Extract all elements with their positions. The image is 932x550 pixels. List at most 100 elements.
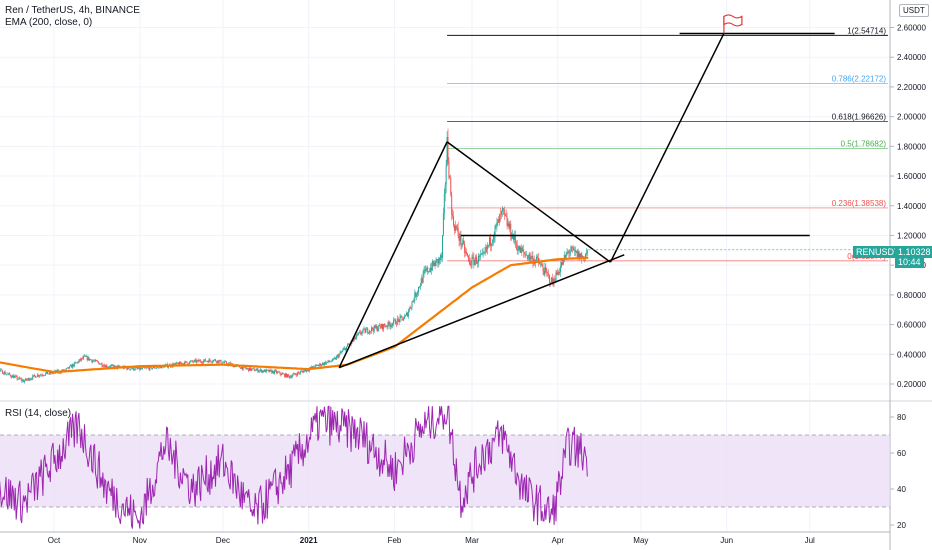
candle (77, 361, 79, 364)
candle (343, 346, 345, 351)
candle (100, 363, 102, 365)
candle-body (556, 272, 558, 275)
candle-body (381, 324, 383, 328)
candle-body (4, 371, 6, 375)
candle-body (567, 251, 569, 253)
candle (510, 220, 512, 241)
candle (228, 361, 230, 364)
candle-body (493, 235, 495, 240)
candle-body (146, 367, 148, 369)
candle (461, 243, 463, 250)
candle-body (544, 267, 546, 275)
candle-body (381, 324, 383, 330)
candle-body (405, 312, 407, 316)
candle (480, 253, 482, 256)
candle (568, 249, 570, 258)
candle (275, 369, 277, 375)
candle (569, 249, 571, 259)
time-tick-label-2: Dec (216, 536, 230, 545)
candle-body (298, 372, 300, 373)
candle (0, 368, 2, 371)
candle (514, 230, 516, 249)
candle (432, 260, 434, 267)
candle-body (85, 356, 87, 357)
candle (40, 374, 42, 376)
candle (575, 250, 577, 254)
candle-body (203, 359, 205, 361)
candle-body (216, 360, 218, 363)
candle (467, 255, 469, 263)
candle (190, 359, 192, 363)
candle (18, 376, 20, 380)
candle-body (537, 258, 539, 262)
candle (359, 329, 361, 336)
candle-body (0, 369, 1, 371)
candle (527, 254, 529, 261)
candle-body (568, 251, 570, 253)
candle-body (480, 254, 482, 255)
candle (395, 320, 397, 328)
candle-body (496, 222, 498, 226)
candle (298, 371, 300, 375)
candle (369, 329, 371, 336)
candle (489, 235, 491, 248)
candle-body (479, 254, 481, 257)
candle (373, 325, 375, 333)
candle-body (390, 325, 392, 327)
candle-body (142, 367, 144, 369)
candle (357, 332, 359, 337)
candle-body (519, 246, 521, 253)
candle-body (36, 374, 38, 377)
candle-body (135, 367, 137, 369)
candle-body (580, 253, 582, 259)
price-tick-label-0: 0.20000 (897, 380, 926, 389)
rsi-indicator-label[interactable]: RSI (14, close) (5, 408, 72, 419)
candle (34, 373, 36, 378)
candle (27, 377, 29, 381)
candle-body (330, 361, 332, 363)
candle-body (211, 361, 213, 363)
candle-body (291, 375, 293, 378)
candle-body (539, 263, 541, 265)
candle-body (14, 376, 16, 377)
candle (35, 376, 37, 378)
candle-body (13, 376, 15, 379)
candle-body (126, 367, 128, 370)
candle (209, 358, 211, 362)
candle-body (468, 258, 470, 261)
candle-body (11, 376, 13, 378)
candle-body (540, 263, 542, 265)
candle (141, 366, 143, 370)
candle (272, 369, 274, 374)
candle-body (564, 255, 566, 258)
candle-body (82, 358, 84, 359)
candle (103, 363, 105, 368)
candle-body (264, 369, 266, 373)
candle-body (255, 369, 257, 371)
currency-label[interactable]: USDT (899, 4, 929, 17)
candle (76, 361, 78, 364)
candle-body (439, 258, 441, 260)
candle-body (131, 367, 133, 369)
candle (409, 305, 411, 309)
candle-body (24, 378, 26, 381)
candle (455, 224, 457, 231)
candle-body (224, 361, 226, 363)
candle-body (495, 225, 497, 226)
candle (152, 367, 154, 370)
candle (509, 221, 511, 233)
candle (441, 252, 443, 262)
candle-body (401, 316, 403, 318)
candle (441, 234, 443, 263)
candle-body (226, 361, 228, 364)
ema-indicator-label[interactable]: EMA (200, close, 0) (5, 17, 93, 28)
candle (179, 361, 181, 364)
candle (6, 373, 8, 376)
candle (430, 262, 432, 275)
candle (517, 245, 519, 255)
candle-body (373, 325, 375, 332)
candle-body (88, 357, 90, 361)
candle-body (515, 242, 517, 246)
candle (407, 309, 409, 319)
